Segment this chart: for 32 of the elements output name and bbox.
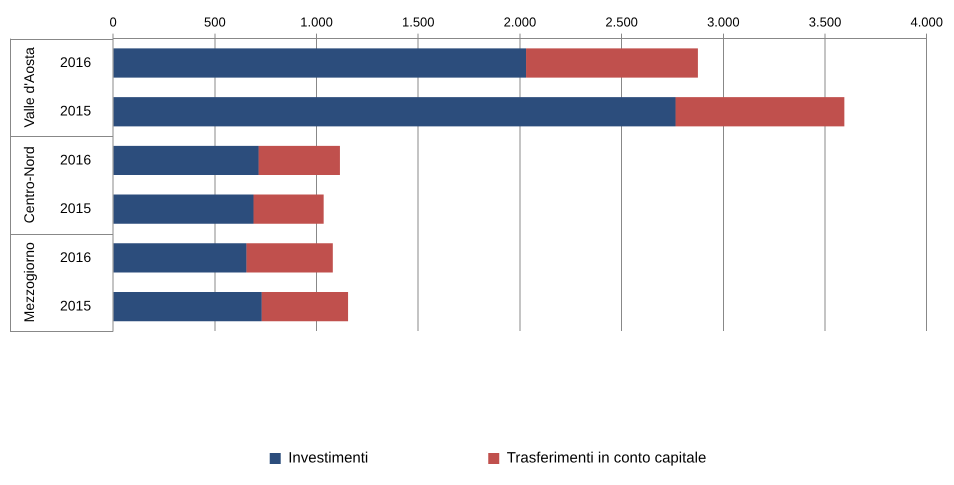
x-tick-label: 0 <box>110 14 117 30</box>
bar <box>676 97 844 126</box>
bar <box>114 292 262 322</box>
bar <box>114 146 259 176</box>
bar <box>258 146 340 176</box>
legend-label: Investimenti <box>288 450 368 467</box>
y-tick-label: 2016 <box>60 54 92 70</box>
bar <box>114 194 254 224</box>
text: Valle d'Aosta <box>20 47 37 128</box>
y-tick-label: 2015 <box>60 297 92 314</box>
y-tick-label: 2016 <box>60 248 92 265</box>
x-tick-label: 4.000 <box>910 14 944 30</box>
x-tick-label: 1.000 <box>300 14 333 30</box>
x-tick-label: 1.500 <box>402 14 435 30</box>
y-tick-label: 2015 <box>60 200 92 216</box>
bar <box>253 194 324 224</box>
text: Mezzogiorno <box>20 242 37 322</box>
bar <box>114 243 246 273</box>
bar <box>114 97 676 126</box>
x-tick-label: 500 <box>204 14 226 30</box>
bar <box>526 48 698 78</box>
x-tick-label: 3.000 <box>707 14 740 30</box>
bar <box>246 243 333 273</box>
legend-label: Trasferimenti in conto capitale <box>506 450 706 467</box>
x-tick-label: 2.000 <box>504 14 536 30</box>
y-tick-label: 2015 <box>60 102 92 119</box>
y-tick-label: 2016 <box>60 151 92 168</box>
bar <box>114 48 526 78</box>
x-tick-label: 3.500 <box>808 14 842 30</box>
text: Centro-Nord <box>20 146 37 224</box>
x-tick-label: 2.500 <box>605 14 638 30</box>
bar <box>262 292 348 322</box>
